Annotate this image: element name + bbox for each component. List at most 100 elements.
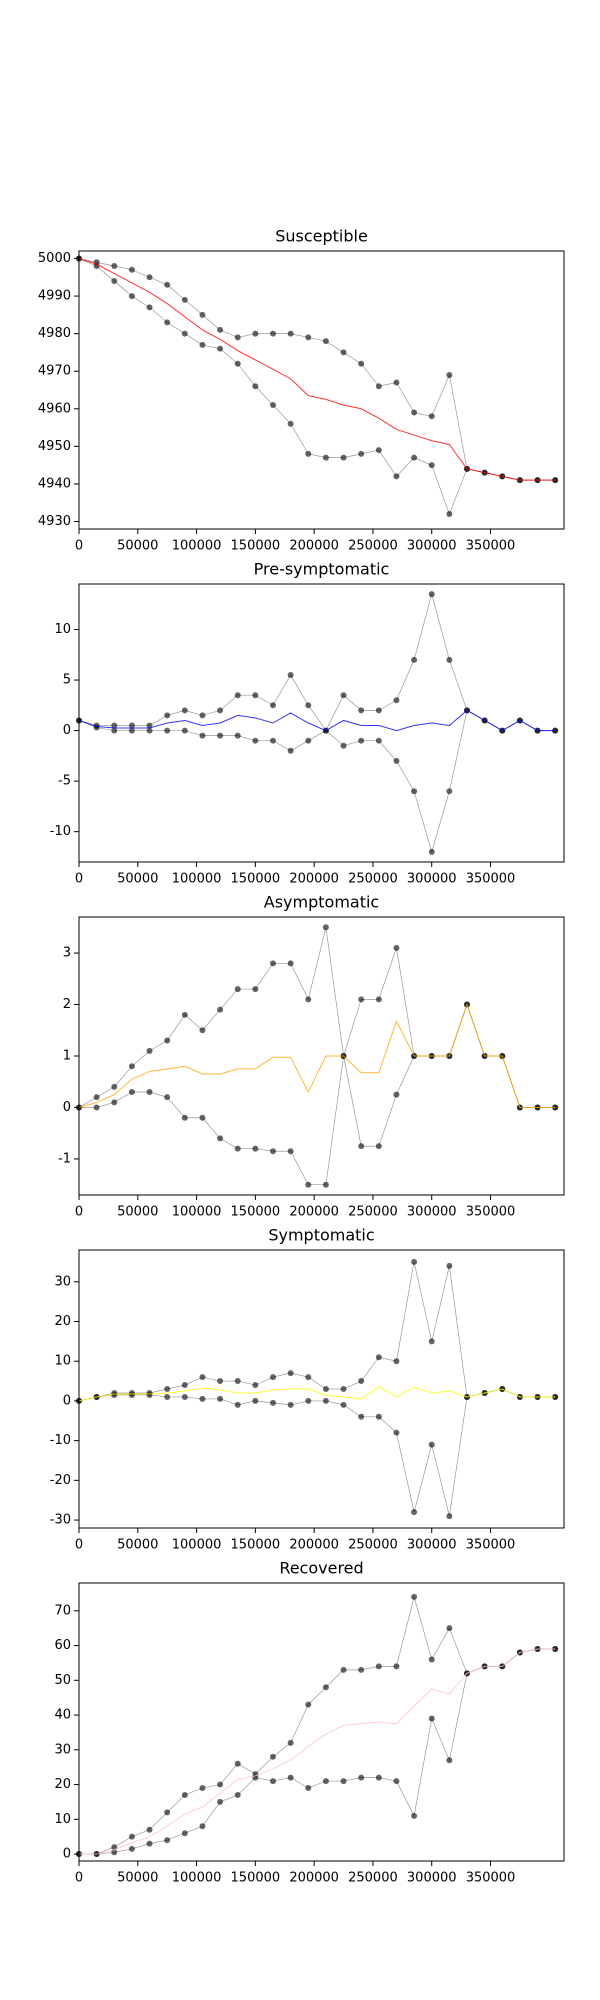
data-point [411, 1812, 418, 1819]
data-point [128, 293, 135, 300]
data-point [217, 1395, 224, 1402]
data-point [287, 1739, 294, 1746]
x-tick-label: 200000 [289, 872, 339, 887]
data-point [322, 1397, 329, 1404]
data-point [234, 692, 241, 699]
series-line [78, 927, 556, 1108]
data-point [340, 454, 347, 461]
plot-area [76, 591, 559, 855]
data-point [199, 1027, 206, 1034]
data-point [411, 788, 418, 795]
x-tick-label: 100000 [172, 1871, 222, 1886]
data-point [199, 732, 206, 739]
data-point [181, 296, 188, 303]
data-point [446, 788, 453, 795]
data-point [393, 1778, 400, 1785]
x-tick-label: 300000 [407, 1205, 457, 1220]
data-point [128, 1089, 135, 1096]
data-point [393, 757, 400, 764]
data-point [393, 1429, 400, 1436]
x-tick-label: 0 [75, 872, 83, 887]
data-point [164, 727, 171, 734]
x-tick-label: 100000 [172, 1538, 222, 1553]
data-point [340, 1778, 347, 1785]
series-line [78, 258, 556, 515]
data-point [375, 737, 382, 744]
data-point [428, 462, 435, 469]
y-tick-label: 0 [63, 723, 71, 738]
data-point [217, 1135, 224, 1142]
series-line [78, 258, 556, 481]
data-point [428, 1715, 435, 1722]
series-line [78, 709, 556, 732]
data-point [217, 707, 224, 714]
data-point [164, 281, 171, 288]
data-point [164, 712, 171, 719]
data-point [375, 1143, 382, 1150]
data-point [358, 360, 365, 367]
data-point [270, 1778, 276, 1785]
x-tick-label: 200000 [289, 539, 339, 554]
data-point [111, 727, 118, 734]
x-tick-label: 300000 [407, 1538, 457, 1553]
y-tick-label: 0 [63, 1847, 71, 1862]
x-tick-label: 0 [75, 1538, 83, 1553]
data-point [164, 1809, 171, 1816]
data-point [446, 1757, 453, 1764]
data-point [252, 737, 259, 744]
y-tick-label: 4970 [38, 364, 71, 379]
data-point [411, 454, 418, 461]
series-line [78, 1386, 556, 1402]
data-point [287, 1370, 294, 1377]
data-point [181, 1393, 188, 1400]
y-tick-label: 20 [54, 1777, 71, 1792]
axes-frame [78, 1582, 565, 1862]
data-point [340, 1666, 347, 1673]
x-tick-label: 100000 [172, 872, 222, 887]
data-point [340, 1401, 347, 1408]
data-point [322, 338, 329, 345]
data-point [234, 1378, 241, 1385]
data-point [234, 1760, 241, 1767]
data-point [270, 402, 276, 409]
data-point [375, 1663, 382, 1670]
data-point [252, 1145, 259, 1152]
y-tick-label: 5000 [38, 251, 71, 266]
data-point [270, 960, 276, 967]
y-tick-label: 0 [63, 1393, 71, 1408]
data-point [146, 1389, 153, 1396]
data-point [428, 1441, 435, 1448]
data-point [146, 1826, 153, 1833]
x-tick-label: 350000 [466, 1871, 516, 1886]
data-point [111, 278, 118, 285]
data-point [252, 986, 259, 993]
y-tick-label: -20 [50, 1473, 71, 1488]
series-line [78, 1388, 556, 1517]
data-point [181, 1114, 188, 1121]
y-tick-label: -1 [58, 1151, 71, 1166]
data-point [305, 1374, 312, 1381]
data-point [446, 371, 453, 378]
data-point [164, 1037, 171, 1044]
data-point [234, 1791, 241, 1798]
y-tick-label: 3 [63, 946, 71, 961]
data-point [322, 454, 329, 461]
data-point [93, 1094, 100, 1101]
x-tick-label: 200000 [289, 1871, 339, 1886]
plot-area [76, 1258, 559, 1520]
data-point [411, 656, 418, 663]
y-tick-label: 30 [54, 1742, 71, 1757]
axes-frame [78, 916, 565, 1196]
series-line [78, 592, 556, 732]
data-point [375, 996, 382, 1003]
data-point [146, 727, 153, 734]
data-point [358, 996, 365, 1003]
data-point [270, 702, 276, 709]
x-tick-label: 150000 [231, 1205, 281, 1220]
y-tick-label: 5 [63, 673, 71, 688]
y-tick-label: 10 [54, 622, 71, 637]
data-point [128, 266, 135, 273]
data-point [128, 1063, 135, 1070]
data-point [340, 742, 347, 749]
